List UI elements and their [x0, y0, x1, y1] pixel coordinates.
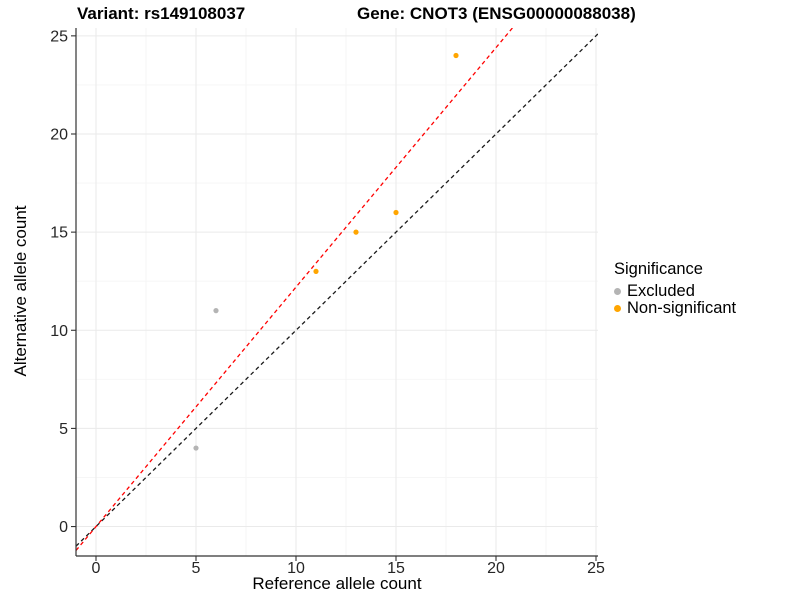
y-tick-label: 15 — [50, 225, 68, 242]
y-axis-label: Alternative allele count — [11, 205, 30, 377]
x-tick-label: 25 — [587, 560, 605, 577]
y-tick-label: 0 — [59, 519, 68, 536]
variant-title: Variant: rs149108037 — [77, 4, 246, 23]
legend: Significance Excluded Non-significant — [614, 260, 736, 317]
data-point — [213, 308, 219, 314]
data-point — [393, 209, 399, 216]
non-significant-dot-icon — [614, 305, 621, 312]
legend-title: Significance — [614, 260, 703, 278]
legend-item-non-significant: Non-significant — [614, 299, 737, 317]
y-tick-label: 5 — [59, 421, 68, 438]
x-tick-label: 20 — [487, 560, 505, 577]
legend-item-excluded: Excluded — [614, 282, 736, 300]
x-tick-label: 10 — [287, 560, 305, 577]
gene-title: Gene: CNOT3 (ENSG00000088038) — [357, 4, 636, 23]
legend-item-label: Excluded — [627, 282, 695, 300]
data-point — [193, 445, 199, 451]
x-tick-label: 15 — [387, 560, 405, 577]
excluded-dot-icon — [614, 288, 621, 295]
y-tick-label: 20 — [50, 126, 68, 143]
x-tick-label: 0 — [92, 560, 101, 577]
x-tick-label: 5 — [192, 560, 201, 577]
identity-line — [76, 33, 598, 547]
data-point — [313, 268, 319, 274]
x-axis-label: Reference allele count — [252, 574, 422, 593]
expected-ratio-line — [76, 28, 514, 551]
y-tick-label: 25 — [50, 28, 68, 45]
data-point — [353, 229, 359, 235]
y-tick-label: 10 — [50, 323, 68, 340]
legend-item-label: Non-significant — [627, 299, 737, 317]
data-point — [453, 52, 459, 59]
